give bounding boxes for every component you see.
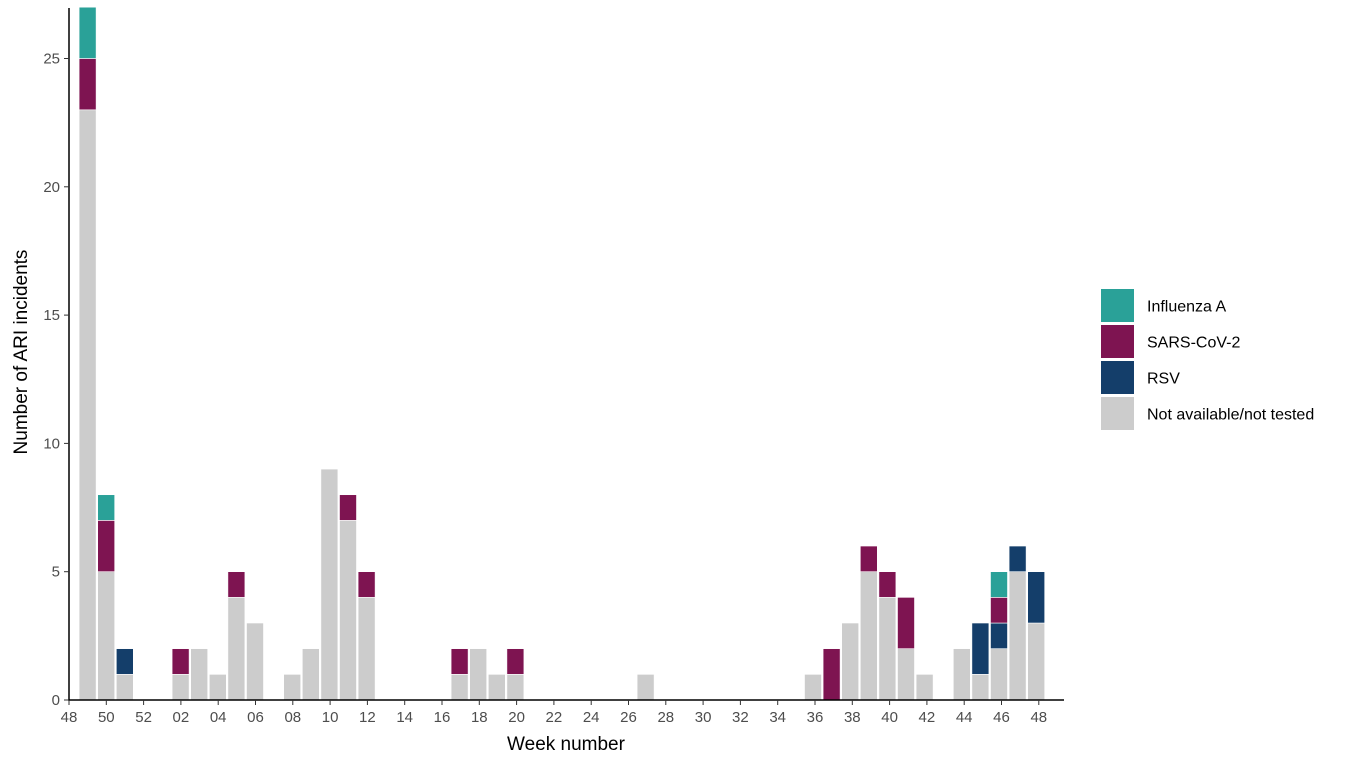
bar-week-46-rsv bbox=[990, 622, 1008, 649]
legend-label: Not available/not tested bbox=[1147, 407, 1314, 424]
bar-week-37-sars-cov-2 bbox=[822, 648, 841, 701]
bar-week-39-not-available-not-tested bbox=[859, 571, 878, 701]
bar-week-27-not-available-not-tested bbox=[636, 674, 655, 701]
bar-week-38-not-available-not-tested bbox=[841, 622, 860, 701]
bar-week-47-not-available-not-tested bbox=[1008, 571, 1027, 701]
x-tick-label: 34 bbox=[769, 709, 786, 726]
bar-week-50-influenza-a bbox=[97, 494, 115, 521]
legend-label: RSV bbox=[1147, 371, 1180, 388]
bar-week-18-not-available-not-tested bbox=[469, 648, 488, 701]
bar-week-48-not-available-not-tested bbox=[1027, 622, 1045, 701]
x-tick-label: 36 bbox=[807, 709, 824, 726]
bar-week-10-not-available-not-tested bbox=[320, 468, 339, 701]
bar-week-48-rsv bbox=[1027, 571, 1045, 624]
y-tick-label: 10 bbox=[43, 435, 60, 452]
legend-label: SARS-CoV-2 bbox=[1147, 335, 1240, 352]
bar-week-09-not-available-not-tested bbox=[301, 648, 320, 701]
bars-layer bbox=[78, 6, 1045, 701]
x-tick-label: 20 bbox=[508, 709, 525, 726]
y-tick-label: 0 bbox=[52, 692, 60, 709]
bar-week-42-not-available-not-tested bbox=[915, 674, 934, 701]
x-ticks: 48 50 52 02 04 06 08 10 12 14 16 18 20 22 24 26 28 30 32 34… bbox=[61, 700, 1047, 726]
bar-week-03-not-available-not-tested bbox=[190, 648, 208, 701]
x-tick-label: 40 bbox=[881, 709, 898, 726]
legend-swatch-rsv bbox=[1101, 361, 1134, 394]
bar-week-04-not-available-not-tested bbox=[209, 674, 227, 701]
x-tick-label: 50 bbox=[98, 709, 115, 726]
x-tick-label: 38 bbox=[844, 709, 861, 726]
legend-label: Influenza A bbox=[1147, 299, 1227, 316]
bar-week-02-sars-cov-2 bbox=[171, 648, 190, 675]
y-axis-title: Number of ARI incidents bbox=[11, 250, 32, 455]
y-tick-label: 15 bbox=[43, 307, 60, 324]
x-tick-label: 48 bbox=[1030, 709, 1047, 726]
bar-week-46-influenza-a bbox=[990, 571, 1008, 598]
x-tick-label: 10 bbox=[322, 709, 339, 726]
bar-week-51-rsv bbox=[116, 648, 134, 675]
bar-week-05-sars-cov-2 bbox=[227, 571, 246, 598]
bar-week-47-rsv bbox=[1008, 545, 1027, 572]
x-tick-label: 32 bbox=[732, 709, 749, 726]
bar-week-49-not-available-not-tested bbox=[78, 109, 97, 701]
x-tick-label: 16 bbox=[434, 709, 451, 726]
x-tick-label: 12 bbox=[359, 709, 376, 726]
bar-week-08-not-available-not-tested bbox=[283, 674, 302, 701]
bar-week-46-sars-cov-2 bbox=[990, 597, 1008, 624]
x-tick-label: 18 bbox=[471, 709, 488, 726]
bar-week-39-sars-cov-2 bbox=[859, 545, 878, 572]
x-tick-label: 06 bbox=[247, 709, 264, 726]
legend-swatch-sars-cov-2 bbox=[1101, 325, 1134, 358]
bar-week-20-not-available-not-tested bbox=[506, 674, 525, 701]
bar-week-40-sars-cov-2 bbox=[878, 571, 897, 598]
legend-swatch-not-available-not-tested bbox=[1101, 397, 1134, 430]
legend-swatch-influenza-a bbox=[1101, 289, 1134, 322]
x-tick-label: 26 bbox=[620, 709, 637, 726]
y-ticks: 0 5 10 15 20 25 bbox=[43, 51, 69, 709]
bar-week-41-sars-cov-2 bbox=[897, 597, 915, 649]
x-tick-label: 22 bbox=[546, 709, 563, 726]
x-tick-label: 02 bbox=[173, 709, 190, 726]
bar-week-17-not-available-not-tested bbox=[450, 674, 469, 701]
bar-week-49-influenza-a bbox=[78, 6, 97, 59]
bar-week-41-not-available-not-tested bbox=[897, 648, 915, 701]
bar-week-06-not-available-not-tested bbox=[246, 622, 264, 701]
x-tick-label: 28 bbox=[657, 709, 674, 726]
x-tick-label: 44 bbox=[956, 709, 973, 726]
bar-week-11-not-available-not-tested bbox=[339, 520, 357, 701]
x-tick-label: 30 bbox=[695, 709, 712, 726]
bar-week-12-not-available-not-tested bbox=[357, 597, 376, 701]
bar-week-49-sars-cov-2 bbox=[78, 58, 97, 111]
y-tick-label: 25 bbox=[43, 51, 60, 68]
bar-week-51-not-available-not-tested bbox=[116, 674, 134, 701]
bar-week-46-not-available-not-tested bbox=[990, 648, 1008, 701]
y-tick-label: 5 bbox=[52, 564, 60, 581]
x-tick-label: 14 bbox=[396, 709, 413, 726]
x-tick-label: 42 bbox=[919, 709, 936, 726]
x-tick-label: 46 bbox=[993, 709, 1010, 726]
bar-week-44-not-available-not-tested bbox=[952, 648, 971, 701]
bar-week-05-not-available-not-tested bbox=[227, 597, 246, 701]
y-tick-label: 20 bbox=[43, 179, 60, 196]
x-axis-title: Week number bbox=[507, 734, 626, 755]
x-tick-label: 24 bbox=[583, 709, 600, 726]
bar-week-50-not-available-not-tested bbox=[97, 571, 115, 701]
legend: Influenza A SARS-CoV-2 RSV Not available/no… bbox=[1101, 289, 1314, 430]
x-tick-label: 08 bbox=[284, 709, 301, 726]
bar-week-45-not-available-not-tested bbox=[971, 674, 990, 701]
bar-week-45-rsv bbox=[971, 622, 990, 675]
bar-week-20-sars-cov-2 bbox=[506, 648, 525, 675]
x-tick-label: 52 bbox=[135, 709, 152, 726]
x-tick-label: 04 bbox=[210, 709, 227, 726]
bar-week-11-sars-cov-2 bbox=[339, 494, 357, 521]
bar-week-02-not-available-not-tested bbox=[171, 674, 190, 701]
x-tick-label: 48 bbox=[61, 709, 78, 726]
bar-week-50-sars-cov-2 bbox=[97, 520, 115, 573]
bar-week-17-sars-cov-2 bbox=[450, 648, 469, 675]
bar-week-12-sars-cov-2 bbox=[357, 571, 376, 598]
bar-week-19-not-available-not-tested bbox=[487, 674, 506, 701]
bar-week-40-not-available-not-tested bbox=[878, 597, 897, 701]
bar-week-36-not-available-not-tested bbox=[804, 674, 822, 701]
